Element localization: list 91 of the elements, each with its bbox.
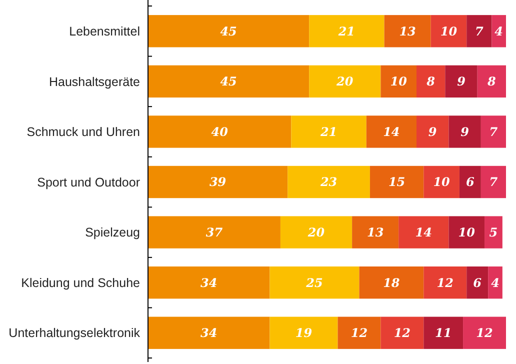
bar xyxy=(466,15,492,48)
data-label: 7 xyxy=(474,24,484,38)
bar xyxy=(492,15,506,48)
bar xyxy=(309,15,384,48)
bar xyxy=(416,65,446,98)
data-label: 18 xyxy=(383,276,400,290)
data-label: 20 xyxy=(336,74,354,89)
data-label: 10 xyxy=(390,74,408,89)
data-label: 6 xyxy=(466,175,476,190)
data-label: 7 xyxy=(489,175,498,190)
data-label: 14 xyxy=(383,124,400,139)
bar xyxy=(488,266,502,299)
bar xyxy=(459,166,481,198)
y-tick-label: Schmuck und Uhren xyxy=(26,125,140,140)
data-label: 13 xyxy=(366,225,384,240)
data-label: 7 xyxy=(489,124,498,139)
data-label: 10 xyxy=(433,175,451,190)
data-label: 5 xyxy=(489,225,498,240)
data-label: 14 xyxy=(415,225,432,240)
data-label: 15 xyxy=(388,175,406,190)
data-label: 4 xyxy=(491,276,500,290)
data-label: 12 xyxy=(476,326,493,340)
y-tick-label: Lebensmittel xyxy=(69,24,140,39)
bar xyxy=(291,116,366,148)
bar xyxy=(384,15,431,48)
y-tick-label: Unterhaltungselektronik xyxy=(8,326,141,340)
bar xyxy=(370,166,424,198)
data-label: 25 xyxy=(305,276,323,290)
bar xyxy=(416,116,449,148)
data-label: 12 xyxy=(436,276,454,290)
data-label: 13 xyxy=(399,24,416,38)
bar xyxy=(424,166,460,198)
bar xyxy=(148,65,310,98)
data-label: 9 xyxy=(428,124,438,139)
data-label: 20 xyxy=(306,225,326,240)
bar xyxy=(380,65,416,98)
bar xyxy=(366,116,416,148)
bar xyxy=(480,166,506,198)
bar xyxy=(448,116,481,148)
bar xyxy=(352,216,399,248)
bar xyxy=(480,116,506,148)
data-label: 23 xyxy=(319,175,338,190)
data-label: 37 xyxy=(206,225,224,240)
bar xyxy=(309,65,381,98)
data-label: 10 xyxy=(458,225,476,240)
data-label: 9 xyxy=(460,124,470,139)
bar xyxy=(430,15,467,48)
y-tick-label: Spielzeug xyxy=(85,226,140,240)
bar xyxy=(148,166,288,198)
bar xyxy=(424,316,464,349)
data-label: 45 xyxy=(220,74,237,89)
data-label: 11 xyxy=(435,326,452,340)
bar xyxy=(448,216,485,248)
y-tick-label: Sport und Outdoor xyxy=(37,175,140,190)
bar xyxy=(477,65,506,98)
bar xyxy=(463,316,506,349)
data-label: 8 xyxy=(426,74,436,89)
data-label: 45 xyxy=(220,24,237,38)
data-label: 34 xyxy=(200,326,218,340)
bar xyxy=(484,216,502,248)
bar xyxy=(398,216,449,248)
data-label: 12 xyxy=(394,326,411,340)
bar xyxy=(288,166,370,198)
data-label: 8 xyxy=(486,74,496,89)
bar xyxy=(148,15,310,48)
y-tick-label: Kleidung und Schuhe xyxy=(21,276,140,290)
data-label: 40 xyxy=(211,124,229,139)
y-tick-label: Haushaltsgeräte xyxy=(48,74,140,89)
data-label: 4 xyxy=(494,24,504,38)
bar xyxy=(380,316,424,349)
bar xyxy=(148,216,280,248)
data-label: 39 xyxy=(209,175,227,190)
bar xyxy=(280,216,352,248)
data-label: 12 xyxy=(350,326,368,340)
data-label: 6 xyxy=(473,276,482,290)
data-label: 21 xyxy=(337,24,356,38)
data-label: 21 xyxy=(319,124,338,139)
bar xyxy=(148,316,270,349)
bar xyxy=(359,266,424,299)
data-label: 19 xyxy=(295,326,313,340)
bar xyxy=(148,266,270,299)
data-label: 10 xyxy=(440,24,458,38)
bar xyxy=(270,266,360,299)
bar xyxy=(270,316,338,349)
bar xyxy=(338,316,381,349)
bar xyxy=(424,266,467,299)
bar xyxy=(148,116,292,148)
data-label: 34 xyxy=(200,276,218,290)
data-label: 9 xyxy=(457,74,466,89)
bar xyxy=(445,65,478,98)
bar xyxy=(466,266,488,299)
